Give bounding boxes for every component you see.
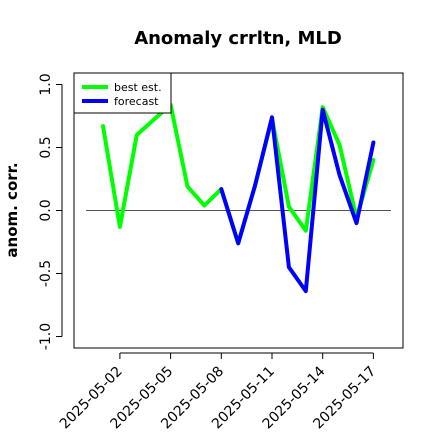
- y-axis-label: anom. corr.: [3, 162, 21, 257]
- chart-title: Anomaly crrltn, MLD: [134, 28, 342, 49]
- legend-label: best est.: [114, 81, 162, 94]
- legend-box: [73, 72, 172, 114]
- legend-label: forecast: [114, 95, 159, 108]
- y-tick-label: 0.0: [38, 199, 54, 221]
- plot-frame: [73, 72, 404, 349]
- y-tick-label: 0.5: [38, 136, 54, 158]
- y-tick-label: -0.5: [38, 260, 54, 287]
- series-line-best-est: [101, 102, 376, 246]
- series-line-forecast: [219, 107, 376, 294]
- y-tick-label: -1.0: [38, 323, 54, 350]
- y-tick-label: 1.0: [38, 73, 54, 95]
